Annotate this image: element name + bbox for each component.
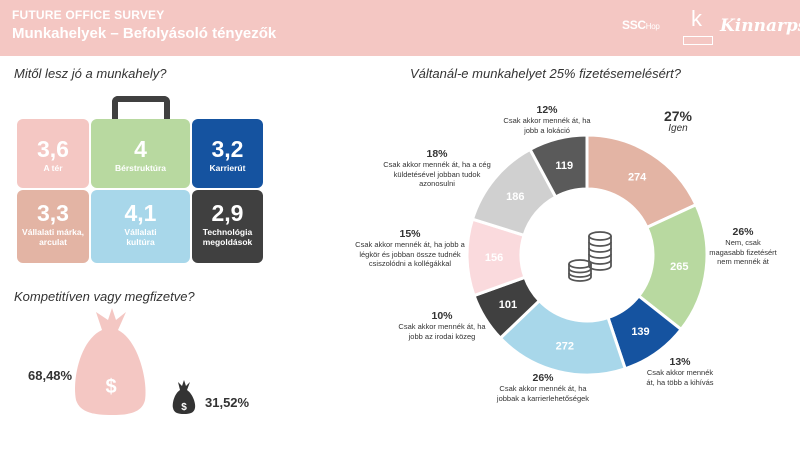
annot-location-pct: 12% [536,104,558,116]
annot-career-desc: Csak akkor mennék át, ha jobbak a karrie… [496,384,590,403]
tile-career-path-label: Karrierút [209,163,246,173]
donut-value-label-location: 119 [555,160,573,172]
tile-space: 3,6 A tér [17,119,89,188]
k-logo-letter: k [691,6,702,31]
annot-challenge-pct: 13% [669,356,691,368]
annot-no-desc: Nem, csak magasabb fizetésért nem mennék… [709,238,777,266]
annot-challenge-desc: Csak akkor mennék át, ha több a kihívás [646,368,714,387]
donut-slice-location [528,133,589,199]
pct-paid: 31,52% [205,395,250,410]
donut-value-label-no: 265 [670,261,688,273]
annot-office: 10% Csak akkor mennék át, ha jobb az iro… [394,310,490,341]
money-bag-small-icon: $ [172,380,196,414]
money-bag-small-symbol: $ [181,402,187,413]
tile-technology: 2,9 Technológia megoldások [192,190,263,263]
donut-value-label-office: 101 [499,299,517,311]
donut-value-label-atmosphere: 156 [485,252,503,264]
survey-title: FUTURE OFFICE SURVEY [12,8,165,22]
annot-atmosphere-desc: Csak akkor mennék át, ha jobb a légkör é… [355,240,465,268]
money-bag-large-icon: $ [75,308,146,415]
annot-challenge: 13% Csak akkor mennék át, ha több a kihí… [642,356,718,387]
tile-brand-label: Vállalati márka, arculat [22,227,84,247]
annot-no: 26% Nem, csak magasabb fizetésért nem me… [708,226,778,267]
ssc-logo-small: Hop [645,22,660,31]
section-title-competitive: Kompetitíven vagy megfizetve? [14,289,195,304]
tile-technology-value: 2,9 [211,200,244,226]
annot-yes-pct: 27% [663,108,693,124]
k-logo: k [682,6,714,48]
annot-career-pct: 26% [532,372,554,384]
ssc-hop-logo: SSCHop [622,18,660,32]
annot-no-pct: 26% [732,226,754,238]
tile-career-path-value: 3,2 [211,136,244,162]
donut-value-label-yes: 274 [628,172,647,184]
donut-value-label-mission: 186 [506,191,524,203]
briefcase-handle-icon [112,96,170,122]
annot-mission-pct: 18% [426,148,448,160]
annot-yes-desc: Igen [668,123,688,134]
annot-career: 26% Csak akkor mennék át, ha jobbak a ka… [488,372,598,403]
tile-salary-structure: 4 Bérstruktúra [91,119,190,188]
tile-career-path: 3,2 Karrierút [192,119,263,188]
annot-location-desc: Csak akkor mennék át, ha jobb a lokáció [503,116,591,135]
donut-value-label-career: 272 [556,340,574,352]
tile-brand-value: 3,3 [37,200,69,226]
annot-mission-desc: Csak akkor mennék át, ha a cég küldetésé… [383,160,491,188]
coins-icon [568,231,612,282]
ssc-logo-main: SSC [622,18,646,32]
tile-space-value: 3,6 [37,136,69,162]
pct-competitive: 68,48% [28,368,73,383]
section-title-switch-job: Váltanál-e munkahelyet 25% fizetésemelés… [410,66,681,81]
page-title: Munkahelyek – Befolyásoló tényezők [12,25,277,42]
annot-office-pct: 10% [431,310,453,322]
header-banner: FUTURE OFFICE SURVEY Munkahelyek – Befol… [0,0,800,56]
annot-mission: 18% Csak akkor mennék át, ha a cég külde… [376,148,498,189]
tile-salary-structure-value: 4 [134,136,147,162]
donut-value-label-challenge: 139 [631,326,649,338]
money-bags-graphic: $ $ [75,308,196,415]
annot-atmosphere: 15% Csak akkor mennék át, ha jobb a légk… [346,228,474,269]
section-title-workplace: Mitől lesz jó a munkahely? [14,66,167,81]
money-bag-large-symbol: $ [105,376,116,398]
tile-culture: 4,1 Vállalati kultúra [91,190,190,263]
tile-brand: 3,3 Vállalati márka, arculat [17,190,89,263]
tile-culture-label: Vállalati kultúra [124,227,157,247]
tile-space-label: A tér [43,163,63,173]
k-logo-box [683,36,713,45]
tile-salary-structure-label: Bérstruktúra [114,163,167,173]
tile-technology-label: Technológia megoldások [202,227,253,247]
annot-yes: 27% Igen [640,108,716,134]
kinnarps-logo: Kinnarps [720,16,800,36]
tile-culture-value: 4,1 [124,200,157,226]
annot-office-desc: Csak akkor mennék át, ha jobb az irodai … [398,322,486,341]
annot-location: 12% Csak akkor mennék át, ha jobb a loká… [495,104,599,135]
annot-atmosphere-pct: 15% [399,228,421,240]
